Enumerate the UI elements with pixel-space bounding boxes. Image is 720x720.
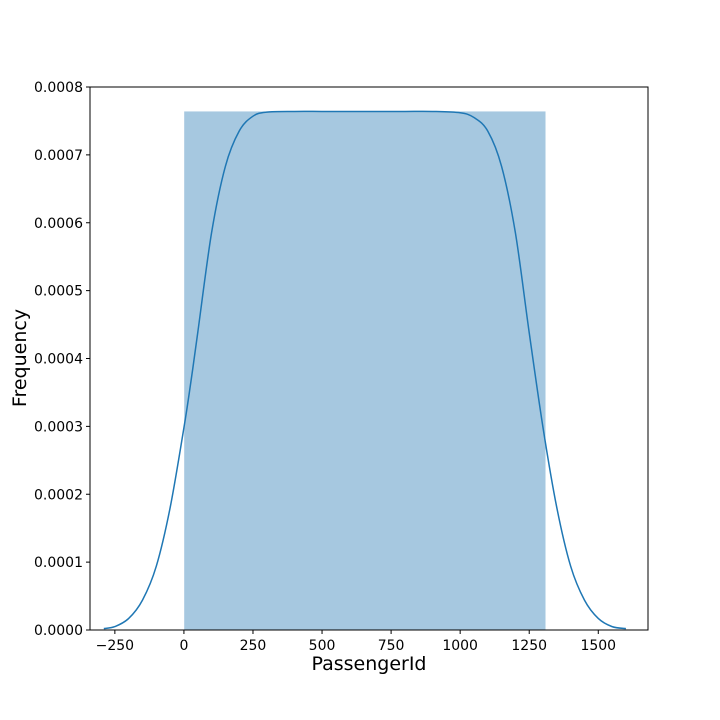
x-axis-ticks: −250 0 250 500 750 1000 1250 1500 xyxy=(96,630,616,654)
y-tick-label: 0.0000 xyxy=(34,623,83,639)
x-tick-label: 1000 xyxy=(442,638,478,654)
y-axis-label: Frequency xyxy=(9,309,31,407)
x-tick-label: 750 xyxy=(378,638,405,654)
x-tick-label: −250 xyxy=(96,638,134,654)
y-tick-label: 0.0001 xyxy=(34,555,83,571)
x-tick-label: 0 xyxy=(179,638,188,654)
x-axis-label: PassengerId xyxy=(311,653,426,675)
plot-area xyxy=(103,110,627,630)
y-tick-label: 0.0003 xyxy=(34,419,83,435)
y-tick-label: 0.0002 xyxy=(34,487,83,503)
y-tick-label: 0.0005 xyxy=(34,284,83,300)
histogram-bar xyxy=(184,111,546,630)
y-tick-label: 0.0006 xyxy=(34,216,83,232)
kde-line xyxy=(103,110,627,630)
y-axis-ticks: 0.0000 0.0001 0.0002 0.0003 0.0004 0.0005 0.00… xyxy=(34,80,90,639)
y-tick-label: 0.0007 xyxy=(34,148,83,164)
x-tick-label: 1500 xyxy=(580,638,616,654)
x-tick-label: 500 xyxy=(309,638,336,654)
x-tick-label: 250 xyxy=(240,638,267,654)
x-tick-label: 1250 xyxy=(511,638,547,654)
y-tick-label: 0.0004 xyxy=(34,352,83,368)
y-tick-label: 0.0008 xyxy=(34,80,83,96)
